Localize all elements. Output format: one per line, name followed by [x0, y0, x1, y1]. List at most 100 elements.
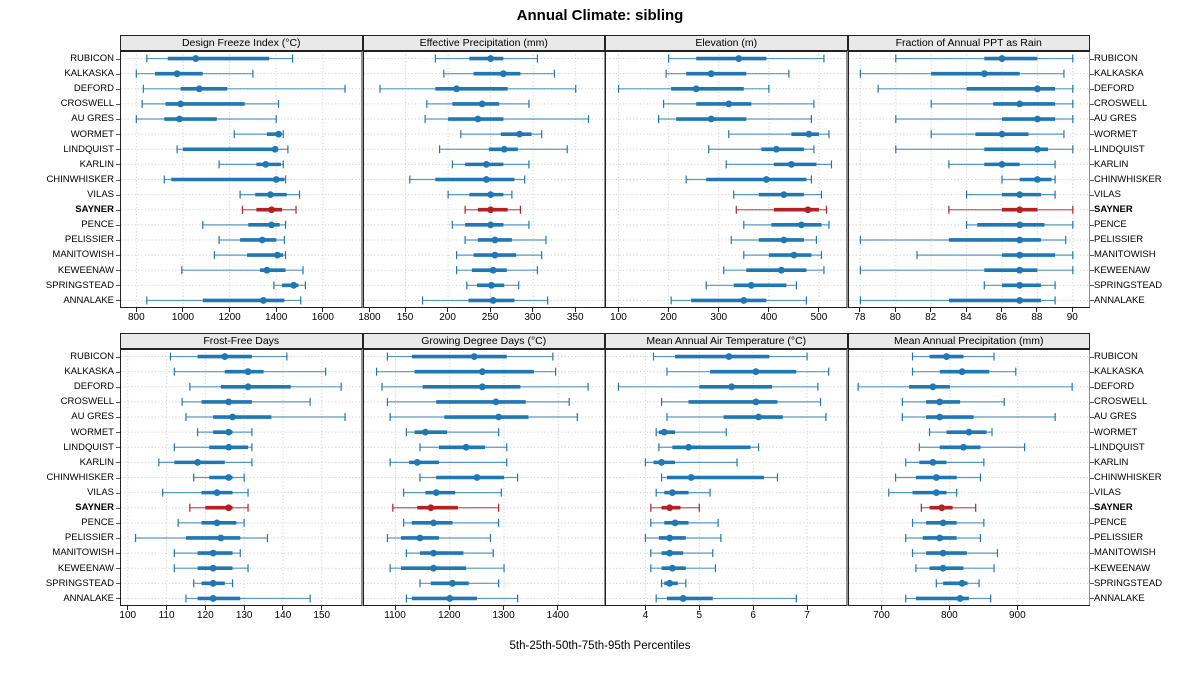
axis-tick [503, 606, 505, 610]
median-dot [666, 549, 674, 557]
axis-tick-label: 130 [235, 610, 253, 621]
axis-tick-label: 140 [274, 610, 292, 621]
median-dot [426, 504, 434, 512]
series-au-gres [185, 413, 346, 422]
row-tick-right [1090, 119, 1094, 121]
site-label-annalake: ANNALAKE [1094, 294, 1145, 306]
median-dot [429, 564, 437, 572]
x-axis: 150 200 250 300 350 [363, 308, 606, 328]
site-label-springstead: SPRINGSTEAD [1094, 577, 1163, 589]
series-keweenaw [650, 564, 717, 573]
median-dot [668, 489, 676, 497]
axis-tick-label: 84 [960, 312, 972, 323]
median-dot [1015, 281, 1023, 289]
series-pence [202, 220, 287, 229]
series-manitowish [173, 549, 241, 558]
panel-plot [120, 349, 363, 606]
median-dot [777, 266, 785, 274]
axis-tick-label: 150 [396, 312, 414, 323]
site-label-rubicon: RUBICON [70, 53, 114, 64]
site-label-karlin: KARLIN [1094, 158, 1129, 170]
row-tick-right [1090, 401, 1094, 403]
panel-border [120, 349, 363, 606]
panel-border [605, 51, 848, 308]
axis-tick [859, 308, 861, 312]
series-vilas [655, 488, 711, 497]
median-dot [473, 474, 480, 481]
median-dot [173, 70, 181, 78]
axis-tick-label: 200 [439, 312, 456, 323]
site-label-au-gres: AU GRES [1094, 411, 1137, 423]
median-dot [490, 251, 498, 259]
series-vilas [239, 190, 301, 199]
panel-title: Fraction of Annual PPT as Rain [847, 35, 1090, 51]
series-sayner [650, 503, 700, 512]
series-vilas [162, 488, 249, 497]
median-dot [177, 100, 185, 108]
row-tick-left [116, 224, 120, 226]
median-dot [740, 297, 748, 304]
series-croswell [663, 99, 815, 108]
series-au-gres [894, 115, 1073, 124]
median-dot [225, 398, 233, 406]
median-dot [268, 206, 275, 214]
median-dot [1015, 206, 1023, 214]
site-label-kalkaska: KALKASKA [1094, 68, 1144, 80]
series-deford [189, 382, 342, 391]
axis-tick [448, 606, 450, 610]
series-keweenaw [173, 564, 249, 573]
series-pelissier [904, 533, 981, 542]
median-dot [1015, 236, 1023, 244]
series-manitowish [911, 549, 998, 558]
median-dot [500, 145, 508, 153]
series-deford [617, 84, 770, 93]
axis-tick [644, 606, 646, 610]
median-dot [209, 595, 217, 602]
panel-plot [605, 349, 848, 606]
axis-tick-label: 400 [760, 312, 778, 323]
site-label-lindquist: LINDQUIST [1094, 441, 1145, 453]
median-dot [429, 519, 437, 527]
site-label-wormet: WORMET [70, 128, 114, 140]
series-pelissier [730, 235, 818, 244]
median-dot [939, 564, 946, 572]
median-dot [209, 564, 217, 572]
series-lindquist [658, 443, 760, 452]
series-chinwhisker [163, 175, 287, 184]
series-annalake [859, 296, 1056, 305]
series-croswell [660, 397, 822, 406]
series-wormet [930, 130, 1065, 139]
row-tick-left [116, 417, 120, 419]
row-tick-right [1090, 73, 1094, 75]
series-sayner [241, 205, 297, 214]
axis-tick [1000, 308, 1002, 312]
series-rubicon [146, 54, 294, 63]
row-tick-left [116, 103, 120, 105]
series-karlin [725, 160, 833, 169]
median-dot [780, 191, 788, 199]
site-label-karlin: KARLIN [79, 158, 114, 170]
median-dot [213, 519, 221, 527]
median-dot [268, 221, 275, 229]
site-label-annalake: ANNALAKE [1094, 592, 1145, 604]
median-dot [452, 85, 460, 93]
series-deford [142, 84, 346, 93]
axis-tick-label: 800 [941, 610, 958, 621]
series-au-gres [389, 413, 578, 422]
row-tick-right [1090, 194, 1094, 196]
axis-tick-label: 1200 [218, 312, 241, 323]
series-croswell [141, 99, 280, 108]
median-dot [692, 85, 700, 93]
median-dot [658, 458, 665, 466]
row-tick-left [116, 583, 120, 585]
series-springstead [705, 281, 797, 290]
row-tick-right [1090, 447, 1094, 449]
panel-elevation-m: Elevation (m) 100 200 300 400 500 [605, 35, 848, 323]
axis-tick [1036, 308, 1038, 312]
series-croswell [425, 99, 530, 108]
site-label-vilas: VILAS [87, 486, 114, 498]
median-dot [416, 534, 423, 542]
axis-tick [447, 308, 449, 312]
